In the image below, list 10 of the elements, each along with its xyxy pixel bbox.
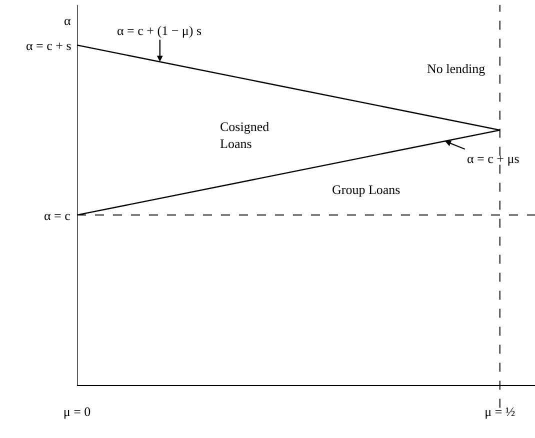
y-axis-title: α: [64, 13, 71, 28]
annotation: α = c + μs: [467, 151, 520, 166]
x-tick-label: μ = 0: [63, 404, 91, 419]
annotation: Group Loans: [332, 182, 400, 197]
ref-line-label: α = c: [44, 208, 71, 223]
x-tick-label: μ = ½: [484, 404, 516, 419]
annotation: α = c + (1 − μ) s: [117, 23, 202, 38]
annotation: No lending: [427, 61, 486, 76]
annotation: Cosigned Loans: [220, 119, 270, 151]
annotation: α = c + s: [26, 38, 72, 53]
